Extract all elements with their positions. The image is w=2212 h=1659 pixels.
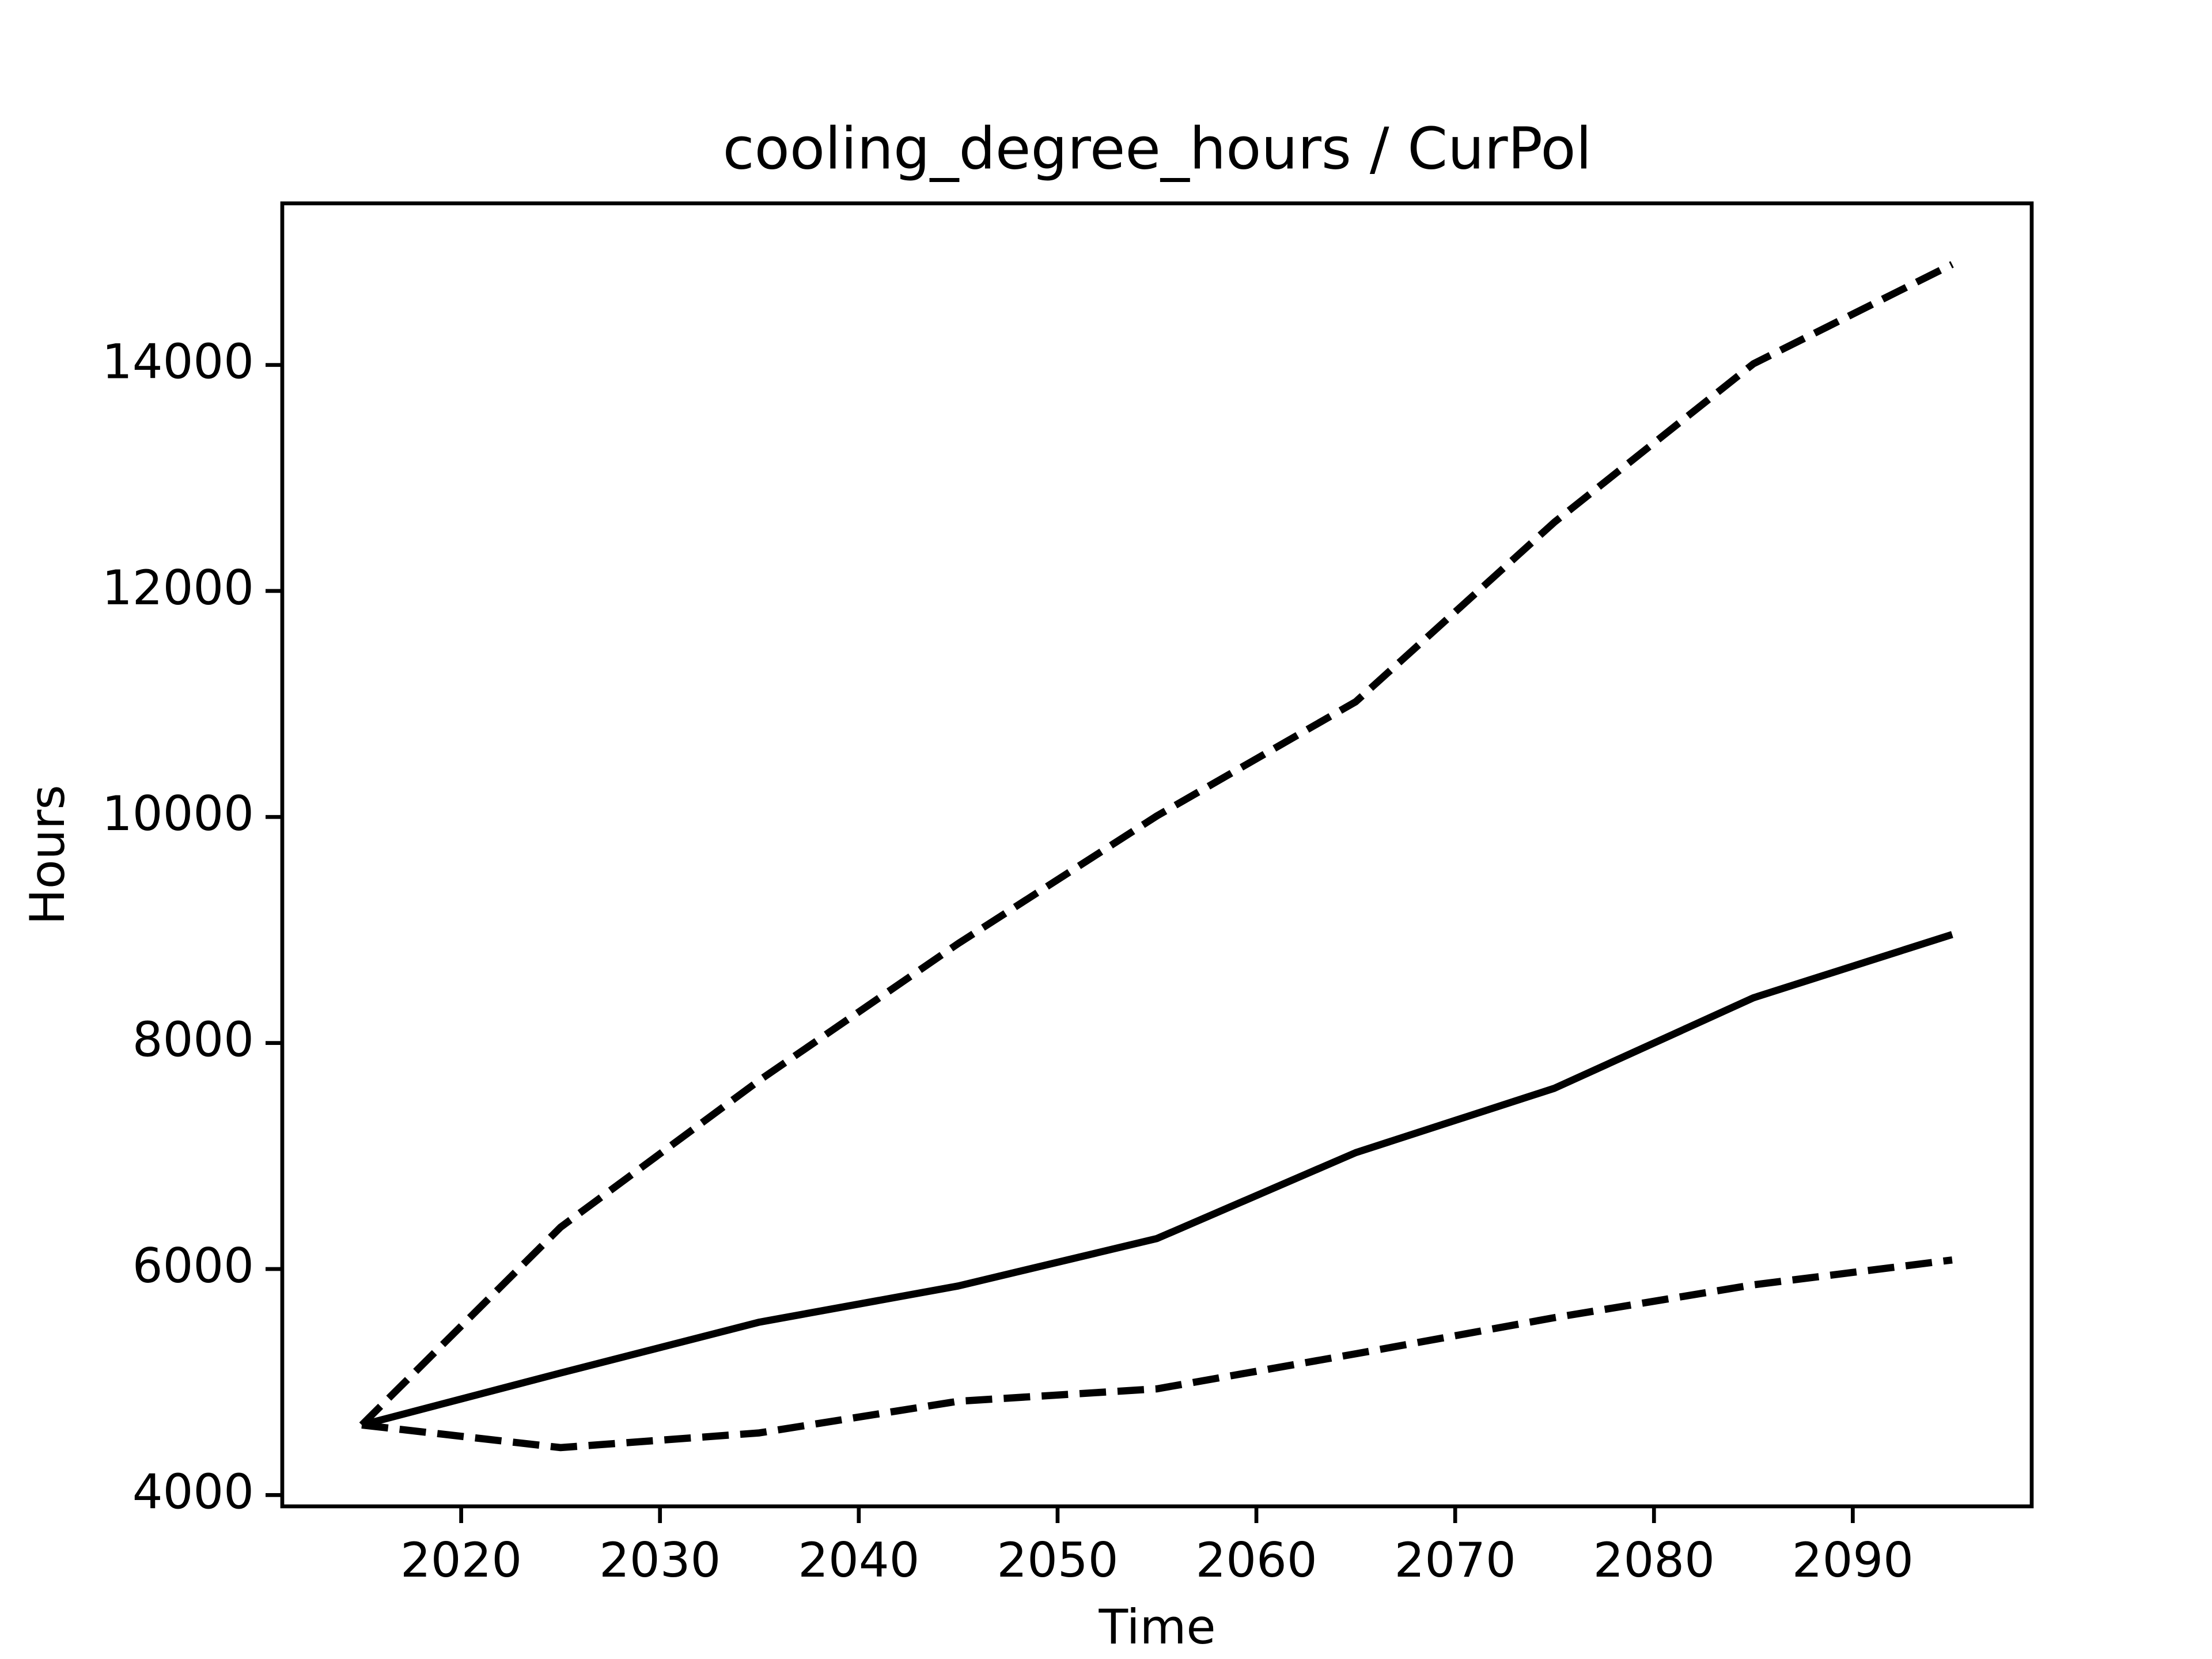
- series-line: [359, 261, 1954, 1428]
- x-tick-label: 2060: [1195, 1532, 1317, 1588]
- x-axis-label: Time: [1098, 1599, 1215, 1655]
- y-tick-label: 6000: [132, 1238, 254, 1294]
- x-tick-label: 2050: [997, 1532, 1118, 1588]
- x-tick-label: 2020: [400, 1532, 522, 1588]
- x-tick-label: 2040: [798, 1532, 919, 1588]
- y-tick-label: 12000: [102, 560, 254, 616]
- series-line: [361, 1256, 1953, 1452]
- y-axis-label: Hours: [20, 785, 75, 925]
- y-tick-label: 8000: [132, 1012, 254, 1068]
- y-tick-label: 14000: [102, 334, 254, 389]
- y-tick-label: 10000: [102, 786, 254, 842]
- x-tick-label: 2030: [599, 1532, 721, 1588]
- y-tick-label: 4000: [132, 1464, 254, 1520]
- plot-frame: [280, 201, 2034, 1509]
- series-line: [361, 931, 1953, 1429]
- x-tick-label: 2080: [1593, 1532, 1715, 1588]
- x-tick-label: 2070: [1395, 1532, 1516, 1588]
- chart-title: cooling_degree_hours / CurPol: [723, 115, 1592, 182]
- x-tick-label: 2090: [1792, 1532, 1914, 1588]
